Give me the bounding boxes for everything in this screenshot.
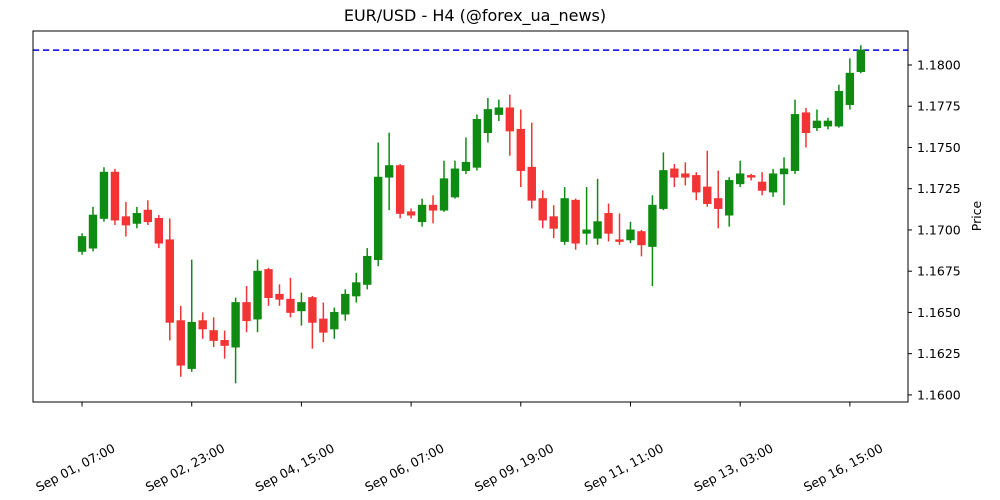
candle-body (231, 302, 240, 348)
candle-body (88, 214, 98, 249)
candle-body (779, 168, 789, 175)
y-tick-label: 1.1725 (917, 181, 961, 196)
candle-body (384, 165, 394, 178)
candle-body (768, 173, 778, 193)
candle-body (560, 198, 569, 242)
candle-body (99, 171, 109, 219)
y-tick-label: 1.1650 (917, 305, 961, 320)
candle-body (176, 320, 185, 366)
candle-body (461, 161, 471, 171)
candle-body (373, 176, 383, 261)
candle-body (341, 293, 350, 315)
candle-body (823, 120, 833, 127)
candle-body (648, 204, 657, 247)
x-axis: Sep 01, 07:00 Sep 02, 23:00 Sep 04, 15:00 S… (33, 402, 885, 495)
candle-body (395, 165, 405, 214)
x-tick-label: Sep 11, 11:00 (582, 440, 666, 494)
candle-body (549, 216, 558, 229)
candle-body (198, 320, 207, 330)
candle-body (692, 175, 701, 193)
candle-body (143, 209, 153, 223)
candle-body (725, 180, 734, 216)
candle-body (439, 178, 449, 211)
x-tick-label: Sep 06, 07:00 (362, 440, 446, 494)
y-axis: 1.1600 1.1625 1.1650 1.1675 1.1700 1.1725 1.17… (908, 57, 961, 402)
candle-body (571, 199, 580, 244)
candle-body (209, 330, 218, 341)
candle-body (801, 112, 811, 134)
y-tick-label: 1.1800 (917, 57, 961, 72)
candle-body (703, 186, 712, 204)
candle-body (790, 114, 800, 171)
candle-body (538, 198, 547, 221)
x-tick-label: Sep 02, 23:00 (143, 440, 227, 494)
candle-body (417, 204, 427, 223)
candle-body (275, 293, 284, 300)
candle-body (516, 128, 525, 171)
candle-body (593, 221, 602, 239)
candle-body (220, 340, 229, 346)
y-tick-label: 1.1600 (917, 387, 961, 402)
candle-body (297, 302, 306, 312)
candle-body (483, 109, 493, 134)
y-tick-label: 1.1775 (917, 99, 961, 114)
candle-body (363, 255, 372, 285)
x-tick-label: Sep 04, 15:00 (253, 440, 337, 494)
candle-body (428, 204, 438, 211)
candle-body (834, 90, 844, 127)
x-tick-label: Sep 13, 03:00 (691, 440, 775, 494)
candle-body (406, 211, 416, 216)
candle-body (308, 297, 317, 323)
candle-body (604, 213, 613, 234)
candle-body (330, 312, 339, 330)
y-tick-label: 1.1625 (917, 346, 961, 361)
candle-body (659, 170, 668, 209)
candle-body (165, 239, 174, 323)
candle-body (670, 168, 679, 178)
candle-body (856, 49, 866, 72)
candle-body (242, 302, 251, 322)
candle-body (746, 175, 756, 178)
x-tick-label: Sep 16, 15:00 (801, 440, 885, 494)
candles-group (77, 45, 866, 384)
x-tick-label: Sep 09, 19:00 (472, 440, 556, 494)
candle-body (714, 198, 723, 209)
y-tick-label: 1.1750 (917, 140, 961, 155)
candle-body (582, 229, 591, 234)
candle-body (132, 213, 142, 224)
candle-body (110, 171, 120, 221)
candle-body (187, 321, 196, 369)
candle-body (450, 168, 460, 198)
candle-body (681, 173, 690, 178)
candle-body (286, 298, 295, 313)
y-tick-label: 1.1675 (917, 264, 961, 279)
candle-body (352, 282, 361, 297)
y-axis-label: Price (969, 200, 984, 231)
candle-body (121, 216, 131, 226)
axes-border (32, 30, 909, 403)
candle-body (615, 239, 624, 242)
candle-body (845, 72, 855, 105)
y-tick-label: 1.1700 (917, 222, 961, 237)
candle-body (626, 229, 635, 241)
x-tick-label: Sep 01, 07:00 (33, 440, 117, 494)
candle-body (735, 173, 745, 185)
candle-body (812, 120, 822, 129)
candle-body (494, 107, 504, 115)
candle-body (154, 217, 164, 244)
candle-body (757, 181, 767, 191)
candle-body (505, 107, 515, 132)
candle-body (637, 231, 646, 246)
candle-body (472, 119, 482, 168)
chart-title: EUR/USD - H4 (@forex_ua_news) (344, 6, 606, 26)
candle-body (527, 166, 536, 201)
candle-body (253, 270, 262, 320)
candle-body (264, 269, 273, 298)
candle-body (319, 318, 328, 333)
candle-body (77, 236, 87, 252)
